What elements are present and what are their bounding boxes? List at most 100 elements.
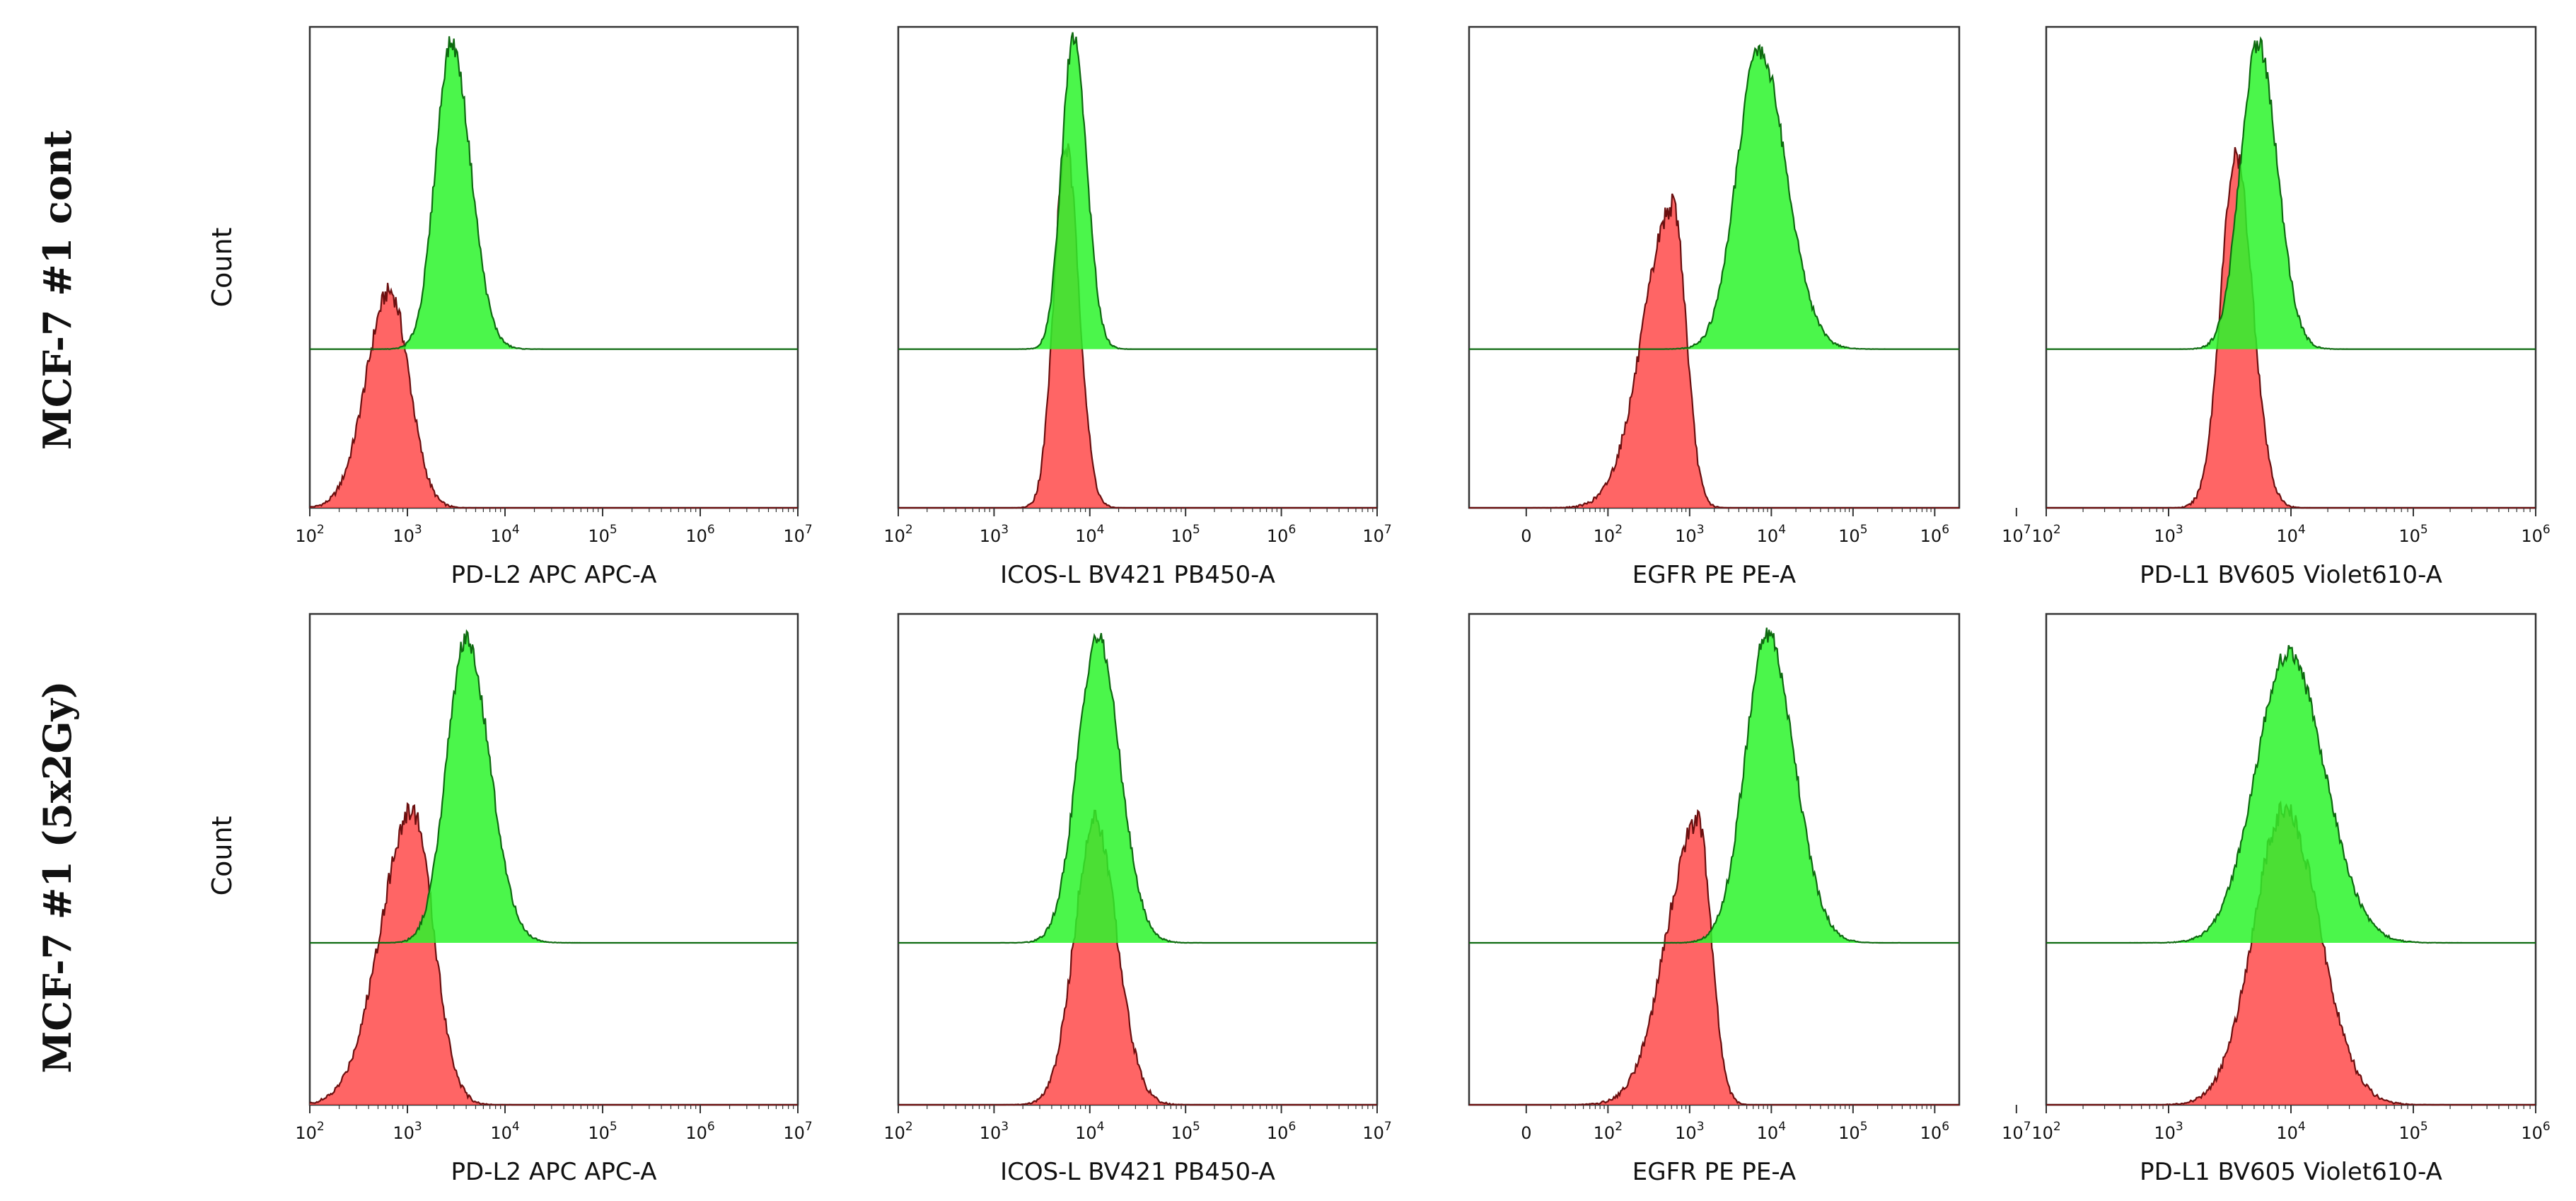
tick-exponent: 7 <box>2024 523 2031 537</box>
tick-label: 104 <box>1757 1120 1786 1143</box>
tick-exponent: 3 <box>1001 1120 1009 1134</box>
tick-label: 106 <box>2521 523 2550 546</box>
tick-label: 103 <box>393 523 422 546</box>
stained-histogram-outline <box>1469 627 1959 944</box>
tick-exponent: 2 <box>905 1120 913 1134</box>
control-histogram-fill <box>2046 802 2536 1105</box>
tick-label: 106 <box>1267 1120 1296 1143</box>
stained-histogram-fill <box>1469 45 1959 349</box>
tick-label: 103 <box>2154 523 2183 546</box>
stained-histogram-outline <box>898 632 1377 944</box>
plot-frame <box>2045 25 2537 509</box>
tick-label: 106 <box>1920 1120 1949 1143</box>
tick-exponent: 3 <box>1001 523 1009 537</box>
row-label-irradiated: MCF-7 #1 (5x2Gy) <box>35 680 80 1073</box>
tick-label: 104 <box>2276 1120 2305 1143</box>
tick-exponent: 3 <box>2176 523 2183 537</box>
tick-exponent: 6 <box>2543 523 2551 537</box>
tick-label: 107 <box>2002 523 2031 546</box>
x-axis-label: ICOS-L BV421 PB450-A <box>1000 1158 1275 1186</box>
tick-label: 105 <box>2398 1120 2427 1143</box>
tick-exponent: 4 <box>1097 523 1105 537</box>
tick-exponent: 5 <box>2420 523 2428 537</box>
tick-label: 103 <box>1675 523 1704 546</box>
tick-label: 104 <box>1075 523 1104 546</box>
tick-exponent: 5 <box>1193 1120 1200 1134</box>
tick-exponent: 2 <box>1615 1120 1623 1134</box>
tick-exponent: 3 <box>2176 1120 2183 1134</box>
control-histogram-fill <box>310 283 798 508</box>
tick-label: 0 <box>1521 526 1531 546</box>
tick-label: 104 <box>1075 1120 1104 1143</box>
stained-histogram-fill <box>898 32 1377 349</box>
tick-exponent: 3 <box>1697 523 1705 537</box>
stained-histogram-fill <box>2046 38 2536 349</box>
stained-histogram-outline <box>898 32 1377 350</box>
tick-label: 107 <box>1362 1120 1391 1143</box>
tick-exponent: 4 <box>1097 1120 1105 1134</box>
tick-exponent: 7 <box>1384 523 1392 537</box>
histogram-panel: 102 103 104 105 106 PD-L1 BV605 Violet610-A <box>2031 25 2551 589</box>
tick-label: 107 <box>2002 1120 2031 1143</box>
tick-label: 106 <box>1267 523 1296 546</box>
tick-exponent: 5 <box>2420 1120 2428 1134</box>
tick-label: 104 <box>490 1120 519 1143</box>
tick-exponent: 5 <box>610 1120 617 1134</box>
tick-exponent: 4 <box>1778 1120 1786 1134</box>
tick-exponent: 6 <box>1942 523 1949 537</box>
histogram-panel: 102 103 104 105 106 107 PD-L2 APC APC-A <box>295 25 813 589</box>
tick-exponent: 4 <box>1778 523 1786 537</box>
control-histogram-outline <box>309 282 798 509</box>
tick-exponent: 6 <box>1942 1120 1949 1134</box>
stained-histogram-outline <box>310 629 798 944</box>
tick-exponent: 5 <box>1860 1120 1868 1134</box>
stained-histogram-fill <box>310 631 798 943</box>
tick-exponent: 5 <box>610 523 617 537</box>
x-axis-label: PD-L1 BV605 Violet610-A <box>2140 1158 2442 1186</box>
tick-label: 102 <box>883 523 912 546</box>
control-histogram-fill <box>310 803 798 1105</box>
histogram-panel: 102 103 104 105 106 107 ICOS-L BV421 PB450-A <box>883 25 1392 589</box>
tick-exponent: 2 <box>317 523 325 537</box>
histogram-panel: 102 103 104 105 106 107 ICOS-L BV421 PB450-A <box>883 613 1392 1186</box>
tick-label: 106 <box>1920 523 1949 546</box>
tick-label: 102 <box>1594 1120 1623 1143</box>
control-histogram-fill <box>1469 193 1959 508</box>
tick-exponent: 6 <box>2543 1120 2551 1134</box>
stained-histogram-outline <box>2046 36 2536 350</box>
stained-histogram-outline <box>310 36 798 350</box>
x-axis-label: EGFR PE PE-A <box>1632 1158 1796 1186</box>
tick-exponent: 3 <box>1697 1120 1705 1134</box>
tick-label: 102 <box>2031 1120 2060 1143</box>
x-axis-label: PD-L2 APC APC-A <box>451 1158 657 1186</box>
tick-label: 106 <box>2521 1120 2550 1143</box>
tick-exponent: 2 <box>2053 1120 2061 1134</box>
tick-exponent: 6 <box>707 1120 715 1134</box>
tick-label: 103 <box>980 523 1009 546</box>
x-axis-label: PD-L2 APC APC-A <box>451 561 657 589</box>
histogram-panel: 0 102 103 104 105 106 107 EGFR PE PE-A <box>1468 613 2031 1186</box>
tick-label: 105 <box>1838 523 1867 546</box>
tick-exponent: 5 <box>1860 523 1868 537</box>
plot-frame <box>897 25 1379 509</box>
tick-exponent: 6 <box>1288 523 1296 537</box>
tick-label: 0 <box>1521 1123 1531 1143</box>
plot-frame <box>1468 25 1961 509</box>
stained-histogram-fill <box>898 633 1377 943</box>
tick-label: 105 <box>1171 523 1200 546</box>
tick-label: 105 <box>1838 1120 1867 1143</box>
stained-histogram-fill <box>310 36 798 349</box>
histogram-panel: 102 103 104 105 106 107 PD-L2 APC APC-A <box>295 613 813 1186</box>
tick-exponent: 5 <box>1193 523 1200 537</box>
count-label-row-2: Count <box>207 816 238 896</box>
control-histogram-fill <box>1469 811 1959 1105</box>
tick-label: 105 <box>588 523 617 546</box>
tick-exponent: 3 <box>414 1120 422 1134</box>
tick-exponent: 7 <box>1384 1120 1392 1134</box>
stained-histogram-outline <box>1469 44 1959 350</box>
tick-exponent: 4 <box>2298 523 2306 537</box>
tick-label: 102 <box>295 1120 324 1143</box>
tick-label: 103 <box>393 1120 422 1143</box>
stained-histogram-fill <box>2046 645 2536 943</box>
